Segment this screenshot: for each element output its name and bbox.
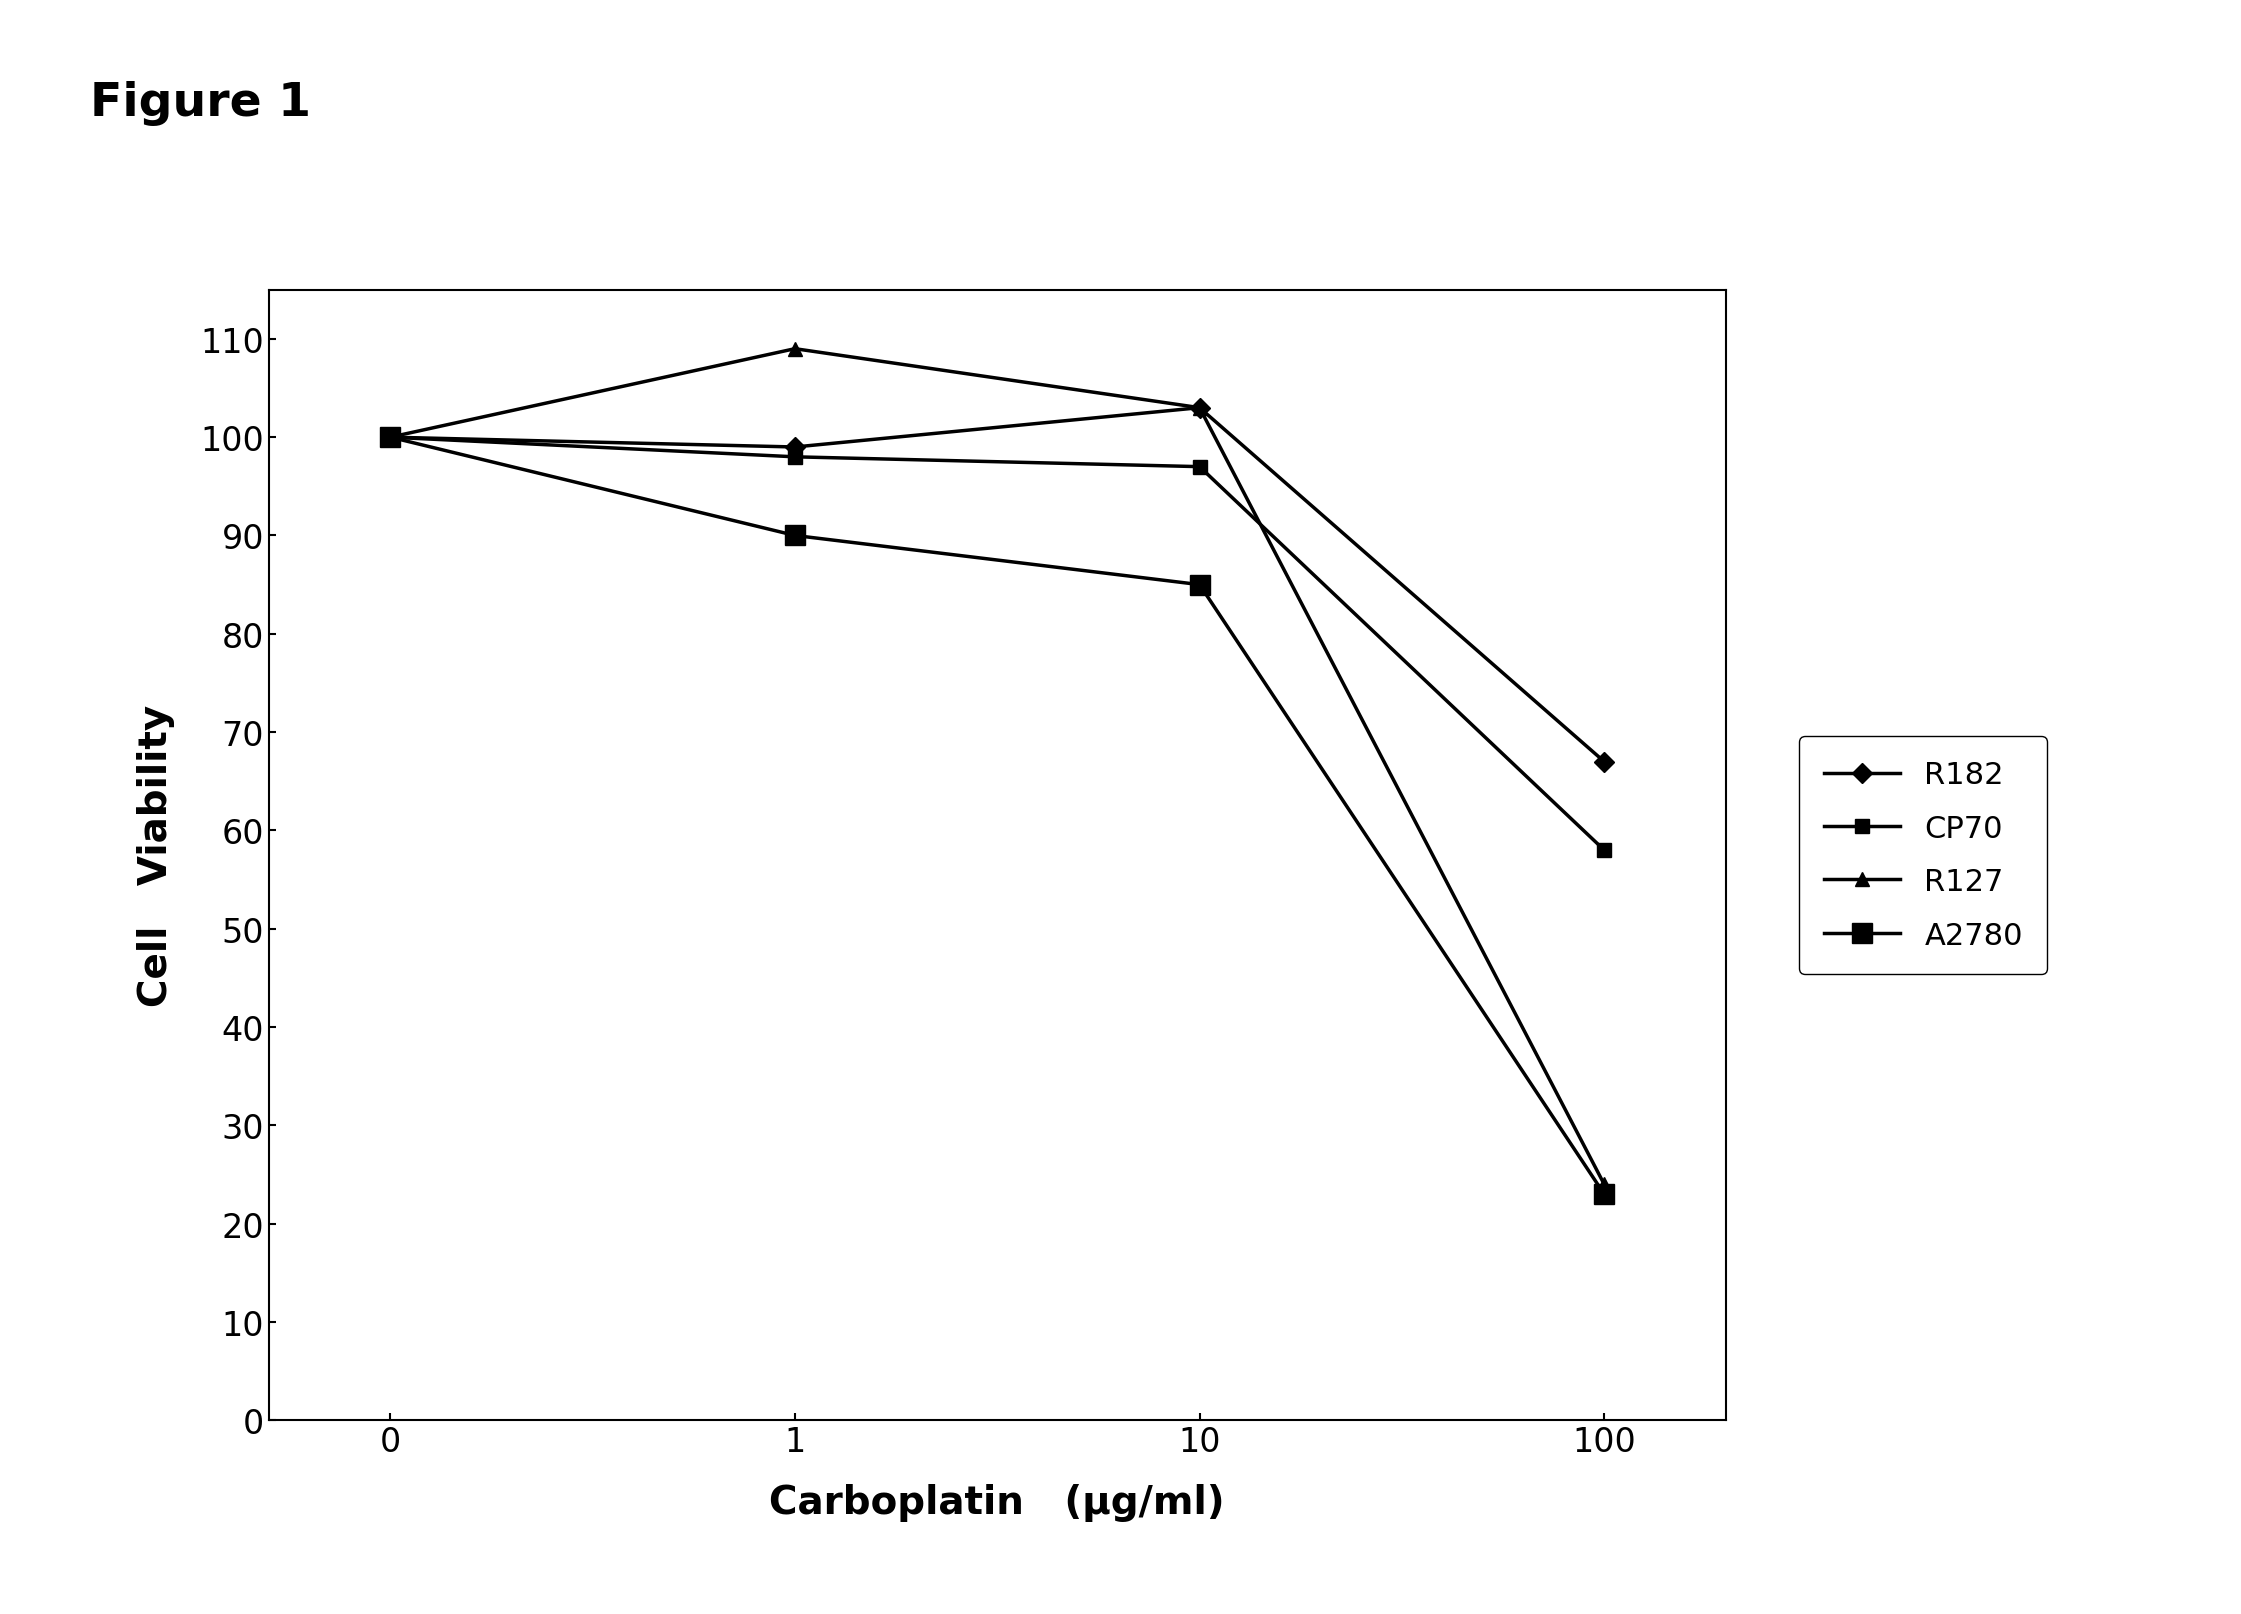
R182	[1185, 399, 1212, 418]
R182	[1591, 752, 1618, 771]
Line: R182: R182	[383, 402, 1611, 768]
Legend: R182, CP70, R127, A2780: R182, CP70, R127, A2780	[1800, 736, 2048, 975]
Line: R127: R127	[383, 342, 1611, 1191]
CP70	[782, 447, 809, 466]
A2780	[782, 526, 809, 546]
Y-axis label: Cell   Viability: Cell Viability	[137, 704, 175, 1007]
A2780	[376, 428, 403, 447]
A2780	[1185, 576, 1212, 596]
R182	[782, 437, 809, 457]
X-axis label: Carboplatin   (μg/ml): Carboplatin (μg/ml)	[769, 1483, 1226, 1520]
Line: A2780: A2780	[381, 428, 1614, 1204]
Line: CP70: CP70	[383, 431, 1611, 857]
R127	[1591, 1175, 1618, 1194]
R182	[376, 428, 403, 447]
R127	[1185, 399, 1212, 418]
CP70	[1185, 458, 1212, 478]
R127	[376, 428, 403, 447]
R127	[782, 341, 809, 360]
Text: Figure 1: Figure 1	[90, 81, 311, 126]
CP70	[1591, 841, 1618, 860]
CP70	[376, 428, 403, 447]
A2780	[1591, 1185, 1618, 1204]
